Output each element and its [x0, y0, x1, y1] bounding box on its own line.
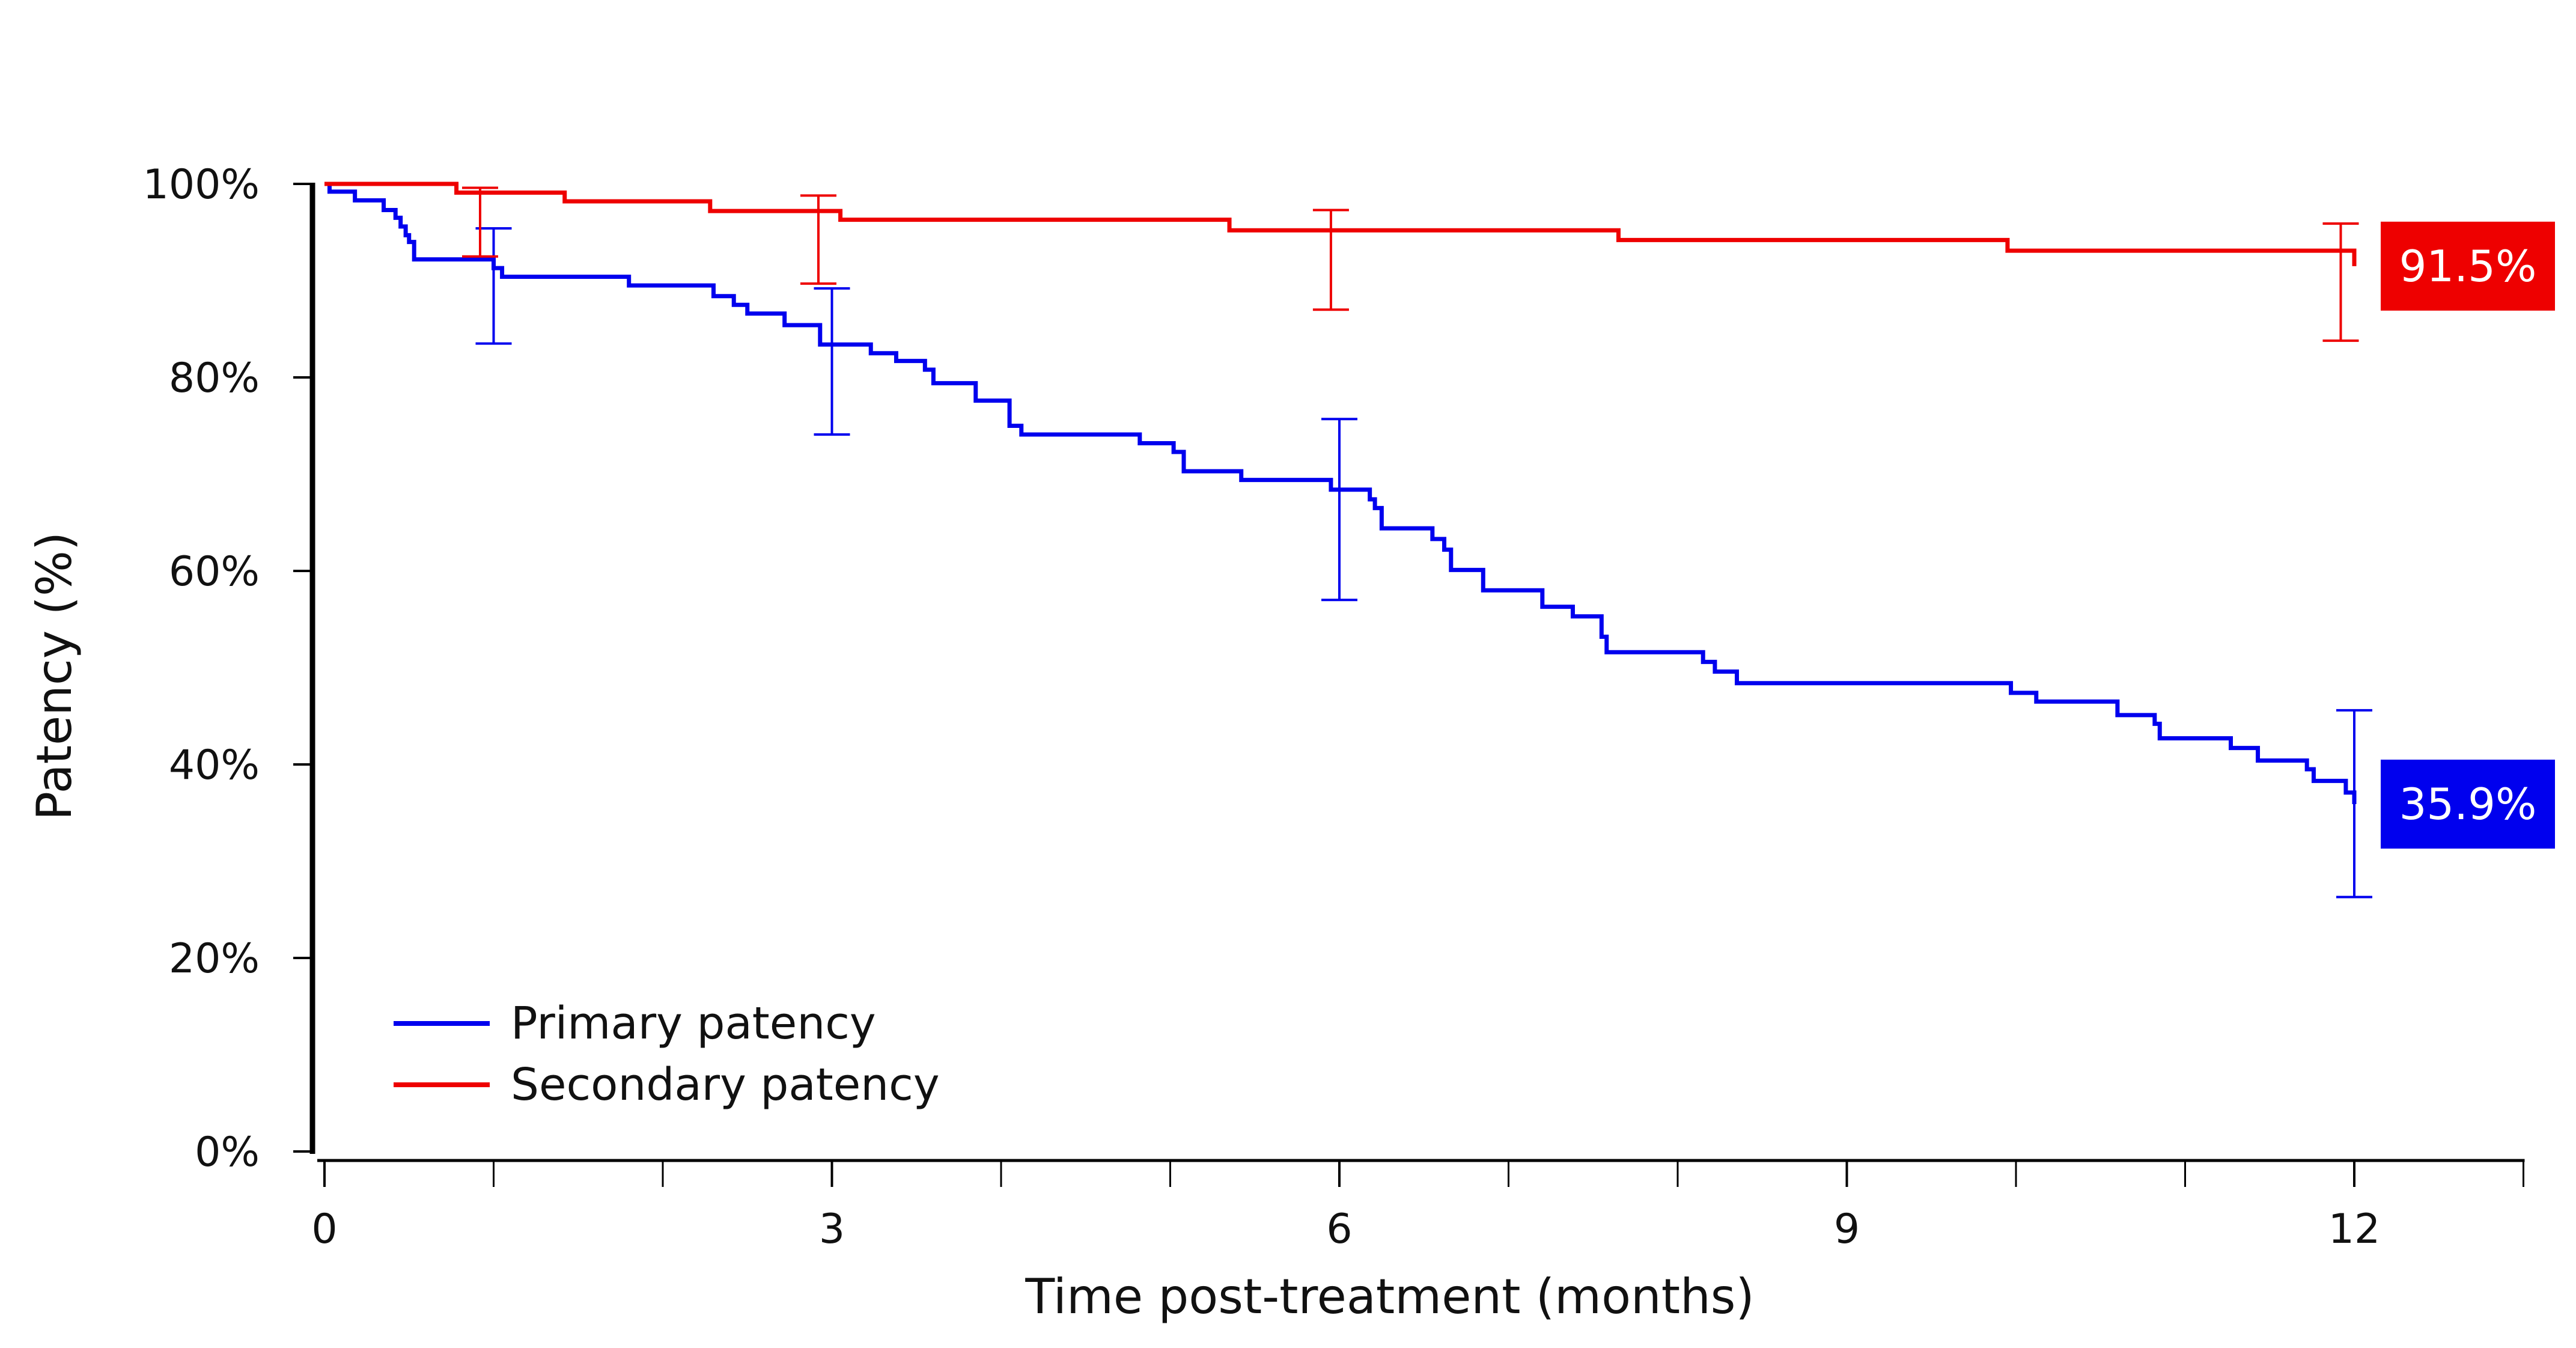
end-labels: 35.9% 91.5%	[2381, 221, 2555, 849]
secondary-end-label: 91.5%	[2381, 221, 2555, 311]
error-bar	[461, 186, 498, 258]
error-bar	[814, 287, 850, 436]
y-tick-label: 100%	[143, 161, 260, 209]
x-tick-label: 0	[311, 1206, 337, 1253]
error-bar	[800, 194, 836, 285]
x-tick-label: 12	[2328, 1206, 2381, 1253]
end-label-box	[2381, 221, 2555, 311]
y-tick-label: 0%	[195, 1129, 260, 1176]
axes: 0% 20% 40% 60% 80% 100% 0 3 6 9 12	[143, 161, 2525, 1253]
plot-area	[324, 181, 2372, 898]
legend-label: Primary patency	[511, 998, 876, 1049]
error-bar	[2322, 222, 2359, 342]
x-tick-label: 3	[819, 1206, 845, 1253]
end-label-box	[2381, 760, 2555, 849]
primary-end-label: 35.9%	[2381, 760, 2555, 849]
error-bar	[1321, 418, 1357, 602]
error-bar	[475, 227, 512, 345]
end-label-text: 35.9%	[2399, 779, 2537, 829]
y-axis-title: Patency (%)	[26, 532, 82, 820]
y-tick-label: 80%	[169, 355, 260, 402]
legend-item: Secondary patency	[394, 1059, 940, 1111]
error-bar	[2336, 709, 2372, 898]
x-tick-label: 9	[1834, 1206, 1860, 1253]
legend-item: Primary patency	[394, 998, 876, 1049]
end-label-text: 91.5%	[2399, 241, 2537, 291]
x-axis-title: Time post-treatment (months)	[1025, 1269, 1754, 1325]
legend: Primary patency Secondary patency	[394, 998, 940, 1111]
secondary-patency-line	[324, 181, 2357, 266]
error-bar	[1312, 209, 1349, 311]
y-tick-label: 60%	[169, 548, 260, 596]
y-tick-label: 40%	[169, 742, 260, 789]
legend-label: Secondary patency	[511, 1059, 940, 1111]
y-tick-label: 20%	[169, 935, 260, 983]
x-tick-label: 6	[1326, 1206, 1352, 1253]
